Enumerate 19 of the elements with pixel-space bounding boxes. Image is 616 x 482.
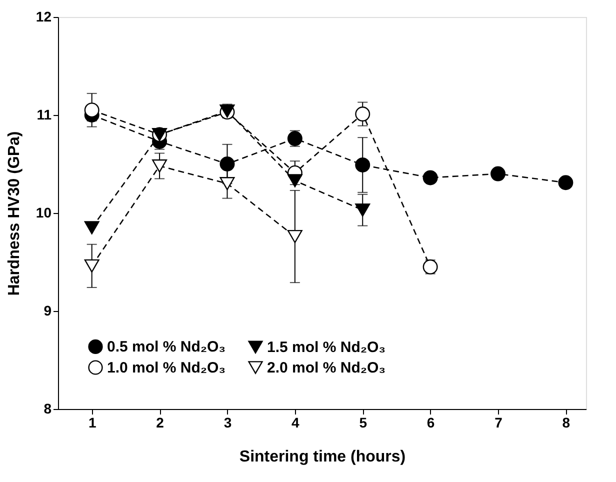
legend-label: 2.0 mol % Nd₂O₃ — [267, 360, 386, 376]
x-tick-label: 8 — [562, 414, 570, 430]
x-tick-label: 5 — [359, 414, 368, 430]
y-tick-label: 8 — [44, 400, 52, 416]
x-tick-label: 6 — [426, 414, 435, 430]
x-axis-title: Sintering time (hours) — [239, 448, 406, 466]
legend-label: 1.5 mol % Nd₂O₃ — [267, 339, 386, 356]
x-tick-label: 7 — [494, 414, 503, 430]
x-tick-label: 4 — [292, 414, 300, 430]
y-tick-label: 10 — [36, 204, 52, 220]
x-tick-label: 2 — [156, 414, 164, 430]
y-axis-title: Hardness HV30 (GPa) — [6, 131, 23, 296]
legend-label: 0.5 mol % Nd₂O₃ — [107, 338, 226, 356]
y-tick-label: 11 — [36, 106, 52, 122]
legend-label: 1.0 mol % Nd₂O₃ — [107, 360, 226, 376]
y-tick-label: 12 — [36, 8, 52, 24]
x-tick-label: 1 — [88, 414, 96, 430]
x-tick-label: 3 — [224, 414, 232, 430]
y-tick-label: 9 — [44, 302, 52, 318]
